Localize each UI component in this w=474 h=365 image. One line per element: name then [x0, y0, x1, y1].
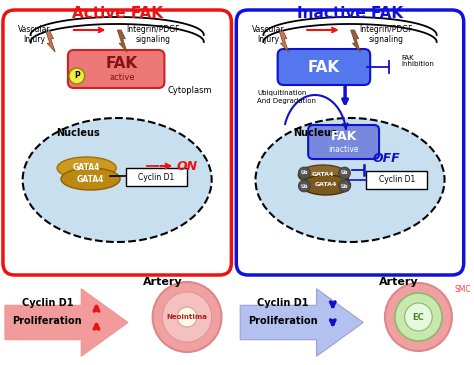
Bar: [126, 168, 187, 186]
Ellipse shape: [298, 165, 347, 185]
Text: Active FAK: Active FAK: [72, 5, 163, 20]
Circle shape: [405, 303, 432, 331]
Circle shape: [395, 293, 442, 341]
Ellipse shape: [57, 157, 116, 179]
Circle shape: [339, 167, 350, 179]
Text: ON: ON: [176, 160, 198, 173]
Text: Proliferation: Proliferation: [12, 316, 82, 326]
Circle shape: [298, 180, 310, 192]
Text: P: P: [74, 72, 80, 81]
Circle shape: [177, 307, 197, 327]
Text: Ubiquitination
And Degradation: Ubiquitination And Degradation: [257, 91, 316, 104]
Ellipse shape: [255, 118, 445, 242]
Polygon shape: [240, 289, 363, 356]
Text: FAK: FAK: [330, 131, 357, 143]
FancyBboxPatch shape: [308, 125, 379, 159]
Text: active: active: [109, 73, 135, 81]
Circle shape: [163, 292, 212, 342]
Text: GATA4: GATA4: [73, 164, 100, 173]
FancyBboxPatch shape: [278, 49, 370, 85]
Text: inactive: inactive: [328, 145, 359, 154]
Polygon shape: [279, 30, 289, 52]
Text: Proliferation: Proliferation: [248, 316, 318, 326]
Bar: [366, 171, 427, 189]
FancyBboxPatch shape: [237, 10, 464, 275]
Polygon shape: [117, 30, 127, 52]
Text: FAK
Inhibition: FAK Inhibition: [401, 54, 435, 68]
Text: Neointima: Neointima: [167, 314, 208, 320]
Circle shape: [153, 282, 221, 352]
Ellipse shape: [61, 168, 120, 190]
Text: Cyclin D1: Cyclin D1: [138, 173, 174, 181]
Polygon shape: [5, 289, 128, 356]
Text: GATA4: GATA4: [312, 173, 334, 177]
Text: Vascular
Injury: Vascular Injury: [252, 25, 284, 45]
Text: GATA4: GATA4: [77, 174, 104, 184]
Text: Ub: Ub: [301, 170, 308, 176]
Text: Cyclin D1: Cyclin D1: [257, 298, 308, 308]
Ellipse shape: [23, 118, 212, 242]
Text: Artery: Artery: [143, 277, 182, 287]
Text: Ub: Ub: [301, 184, 308, 188]
Text: Artery: Artery: [379, 277, 419, 287]
Circle shape: [339, 180, 350, 192]
Text: Cyclin D1: Cyclin D1: [21, 298, 73, 308]
Text: Vascular
Injury: Vascular Injury: [18, 25, 51, 45]
Text: Ub: Ub: [341, 170, 348, 176]
Text: Cytoplasm: Cytoplasm: [167, 86, 212, 95]
Text: Inactive FAK: Inactive FAK: [297, 5, 403, 20]
Polygon shape: [351, 30, 360, 52]
Polygon shape: [46, 30, 55, 52]
Text: Integrin/PDGF
signaling: Integrin/PDGF signaling: [359, 25, 413, 45]
Text: Ub: Ub: [341, 184, 348, 188]
Circle shape: [298, 167, 310, 179]
Text: EC: EC: [412, 312, 424, 322]
Text: Nucleus: Nucleus: [292, 128, 337, 138]
Text: Integrin/PDGF
signaling: Integrin/PDGF signaling: [126, 25, 179, 45]
Text: GATA4: GATA4: [315, 182, 337, 188]
Circle shape: [69, 68, 85, 84]
Circle shape: [385, 283, 452, 351]
Text: SMC: SMC: [455, 284, 472, 293]
Text: Cyclin D1: Cyclin D1: [379, 176, 415, 184]
Text: FAK: FAK: [106, 55, 138, 70]
FancyBboxPatch shape: [3, 10, 231, 275]
FancyBboxPatch shape: [68, 50, 164, 88]
Text: FAK: FAK: [308, 59, 340, 74]
Ellipse shape: [301, 175, 350, 195]
Text: OFF: OFF: [372, 151, 400, 165]
Text: Nucleus: Nucleus: [56, 128, 100, 138]
